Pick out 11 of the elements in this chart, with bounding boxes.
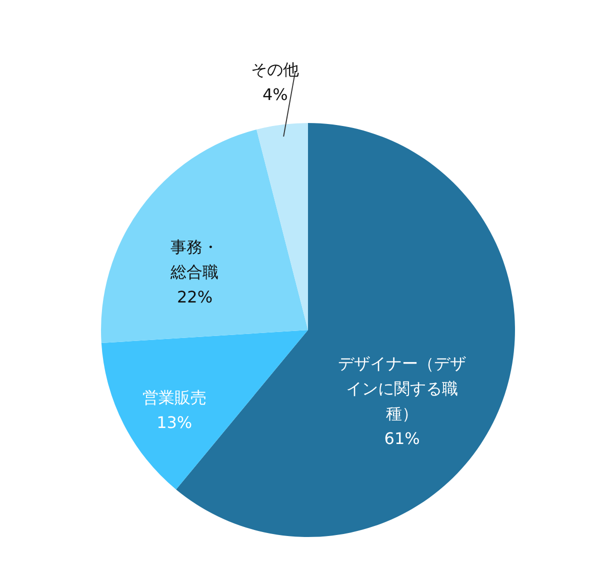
slice-label: デザイナー（デザインに関する職種） xyxy=(338,354,466,423)
slice-label: その他 xyxy=(251,60,300,80)
data-label: 22% xyxy=(176,288,213,307)
data-label: 4% xyxy=(262,85,288,104)
data-label: 13% xyxy=(156,413,192,432)
slice-label: 営業販売 xyxy=(142,388,206,408)
pie-slice xyxy=(256,123,308,330)
pie-slice xyxy=(101,330,308,490)
slice-label: 事務・総合職 xyxy=(170,238,219,282)
pie-slice xyxy=(101,130,308,343)
data-label: 61% xyxy=(384,428,420,448)
